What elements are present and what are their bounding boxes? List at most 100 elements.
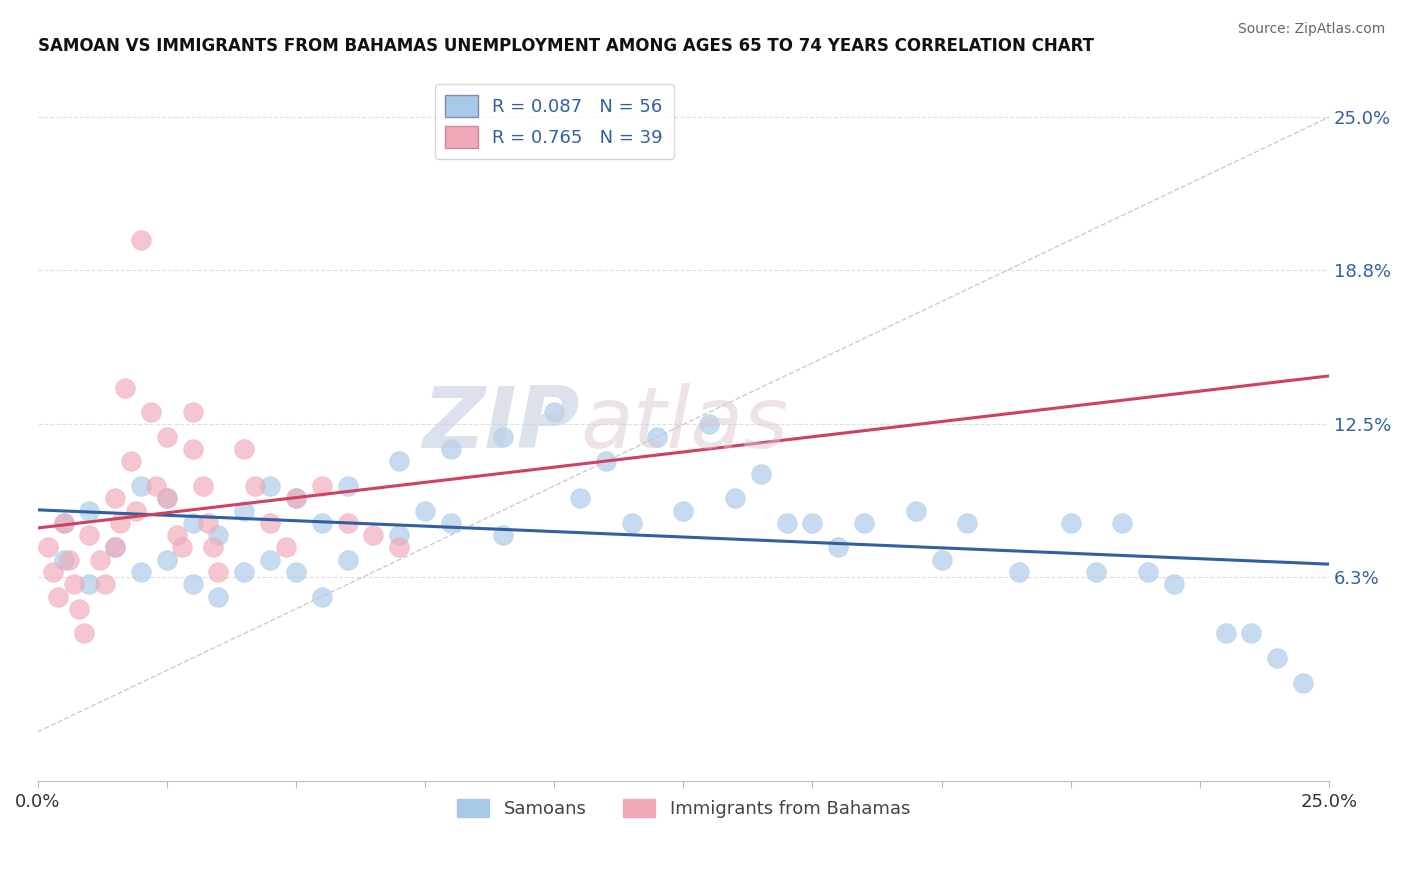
Point: [191, 479, 214, 493]
Point: [491, 430, 513, 444]
Point: [853, 516, 876, 530]
Point: [672, 503, 695, 517]
Point: [284, 491, 307, 506]
Point: [181, 442, 204, 456]
Point: [1215, 626, 1237, 640]
Point: [336, 552, 359, 566]
Point: [284, 491, 307, 506]
Point: [202, 541, 225, 555]
Point: [52, 516, 75, 530]
Point: [141, 405, 163, 419]
Point: [311, 590, 333, 604]
Point: [166, 528, 188, 542]
Point: [233, 503, 256, 517]
Point: [956, 516, 979, 530]
Point: [156, 552, 179, 566]
Point: [52, 516, 75, 530]
Point: [79, 503, 101, 517]
Point: [1292, 675, 1315, 690]
Point: [207, 590, 229, 604]
Point: [413, 503, 436, 517]
Point: [749, 467, 772, 481]
Point: [491, 528, 513, 542]
Point: [120, 454, 142, 468]
Point: [440, 442, 463, 456]
Point: [724, 491, 747, 506]
Legend: Samoans, Immigrants from Bahamas: Samoans, Immigrants from Bahamas: [450, 792, 917, 825]
Point: [156, 491, 179, 506]
Point: [336, 479, 359, 493]
Point: [94, 577, 117, 591]
Point: [697, 417, 720, 432]
Point: [1085, 565, 1108, 579]
Point: [311, 516, 333, 530]
Point: [336, 516, 359, 530]
Point: [67, 602, 90, 616]
Text: ZIP: ZIP: [422, 383, 581, 466]
Point: [595, 454, 617, 468]
Point: [42, 565, 65, 579]
Point: [129, 479, 152, 493]
Point: [114, 381, 136, 395]
Point: [104, 541, 127, 555]
Point: [388, 528, 411, 542]
Point: [37, 541, 59, 555]
Point: [172, 541, 194, 555]
Point: [274, 541, 297, 555]
Point: [46, 590, 69, 604]
Point: [79, 577, 101, 591]
Point: [145, 479, 167, 493]
Point: [129, 565, 152, 579]
Point: [181, 577, 204, 591]
Point: [388, 454, 411, 468]
Point: [543, 405, 565, 419]
Point: [156, 491, 179, 506]
Point: [197, 516, 219, 530]
Point: [129, 233, 152, 247]
Point: [1111, 516, 1133, 530]
Point: [440, 516, 463, 530]
Point: [1265, 651, 1288, 665]
Point: [79, 528, 101, 542]
Point: [259, 479, 281, 493]
Point: [181, 405, 204, 419]
Point: [904, 503, 927, 517]
Point: [243, 479, 266, 493]
Point: [259, 552, 281, 566]
Text: atlas: atlas: [581, 383, 787, 466]
Point: [620, 516, 643, 530]
Point: [647, 430, 669, 444]
Point: [388, 541, 411, 555]
Point: [110, 516, 132, 530]
Text: Source: ZipAtlas.com: Source: ZipAtlas.com: [1237, 22, 1385, 37]
Point: [801, 516, 824, 530]
Point: [311, 479, 333, 493]
Point: [931, 552, 953, 566]
Point: [63, 577, 86, 591]
Point: [156, 430, 179, 444]
Point: [1240, 626, 1263, 640]
Point: [125, 503, 148, 517]
Point: [1163, 577, 1185, 591]
Point: [569, 491, 592, 506]
Point: [89, 552, 111, 566]
Point: [233, 565, 256, 579]
Point: [73, 626, 96, 640]
Point: [207, 565, 229, 579]
Point: [1137, 565, 1160, 579]
Point: [284, 565, 307, 579]
Point: [1059, 516, 1081, 530]
Point: [775, 516, 797, 530]
Point: [104, 491, 127, 506]
Text: SAMOAN VS IMMIGRANTS FROM BAHAMAS UNEMPLOYMENT AMONG AGES 65 TO 74 YEARS CORRELA: SAMOAN VS IMMIGRANTS FROM BAHAMAS UNEMPL…: [38, 37, 1094, 55]
Point: [259, 516, 281, 530]
Point: [363, 528, 385, 542]
Point: [104, 541, 127, 555]
Point: [52, 552, 75, 566]
Point: [233, 442, 256, 456]
Point: [207, 528, 229, 542]
Point: [827, 541, 849, 555]
Point: [1008, 565, 1031, 579]
Point: [58, 552, 80, 566]
Point: [181, 516, 204, 530]
